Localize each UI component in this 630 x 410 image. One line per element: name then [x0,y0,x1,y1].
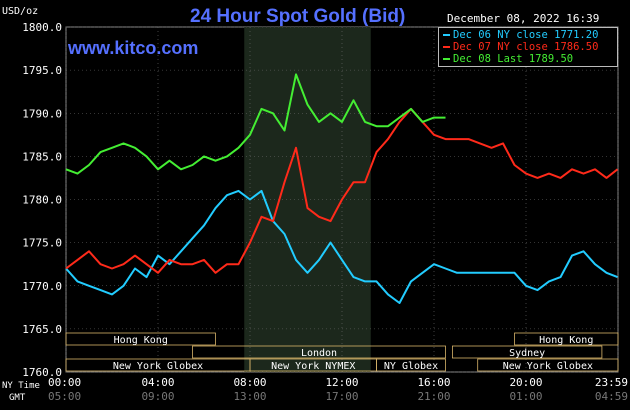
market-session-label: New York NYMEX [271,361,355,372]
y-tick-label: 1795.0 [22,64,62,77]
market-session: Hong Kong [514,332,619,346]
market-session: Hong Kong [65,332,216,346]
market-session-label: Hong Kong [539,335,593,346]
legend-label: Dec 08 Last 1789.50 [453,53,574,65]
market-session-label: New York Globex [113,361,203,372]
y-tick-label: 1770.0 [22,280,62,293]
market-session-box [376,358,446,372]
y-tick-label: 1790.0 [22,107,62,120]
y-tick-label: 1800.0 [22,21,62,34]
x-tick-label-ny: 20:00 [509,376,542,389]
legend-swatch [443,46,450,48]
x-tick-label-gmt: 04:59 [595,390,628,403]
market-session-box [65,332,216,346]
market-sessions: Hong Kong London New York Globex New York N… [65,332,619,372]
ny-time-label: NY Time [2,381,40,391]
series-line [65,107,619,274]
y-tick-label: 1775.0 [22,237,62,250]
y-tick-label: 1785.0 [22,150,62,163]
x-tick-label-gmt: 09:00 [141,390,174,403]
legend-item: Dec 07 NY close 1786.50 [443,41,613,53]
x-tick-label-gmt: 05:00 [48,390,81,403]
market-session: NY Globex [376,358,446,372]
y-axis: 1760.0 1765.0 1770.0 1775.0 1780.0 1785.0 1790… [22,21,62,379]
legend-item: Dec 06 NY close 1771.20 [443,29,613,41]
market-session-box [514,332,619,346]
y-tick-label: 1765.0 [22,323,62,336]
market-session-label: NY Globex [384,361,438,372]
series-line [65,189,618,304]
market-session-box [477,358,619,372]
series-line [65,73,446,175]
x-tick-label-gmt: 21:00 [417,390,450,403]
y-tick-label: 1780.0 [22,194,62,207]
chart-title: 24 Hour Spot Gold (Bid) [190,6,406,27]
x-tick-label-ny: 12:00 [325,376,358,389]
series-lines [65,73,619,304]
legend-item: Dec 08 Last 1789.50 [443,53,613,65]
y-axis-unit: USD/oz [2,6,39,17]
market-session: London [192,345,446,359]
legend-label: Dec 07 NY close 1786.50 [453,41,599,53]
market-session-label: Sydney [509,348,545,359]
legend: Dec 06 NY close 1771.20 Dec 07 NY close … [438,27,618,67]
x-tick-label-gmt: 01:00 [509,390,542,403]
x-tick-label-gmt: 17:00 [325,390,358,403]
y-tick-label: 1760.0 [22,366,62,379]
x-tick-label-ny: 04:00 [141,376,174,389]
x-tick-label-gmt: 13:00 [233,390,266,403]
date-stamp: December 08, 2022 16:39 [447,12,600,25]
gmt-label: GMT [9,393,26,403]
market-session: Sydney [451,345,603,359]
x-tick-label-ny: 23:59 [595,376,628,389]
x-tick-label-ny: 16:00 [417,376,450,389]
site-link[interactable]: www.kitco.com [68,38,199,58]
nymex-session-highlight [244,27,371,372]
market-session-box [451,345,603,359]
legend-swatch [443,34,450,36]
market-session: New York Globex [477,358,619,372]
market-session-label: New York Globex [503,361,593,372]
legend-swatch [443,58,450,60]
market-session-label: Hong Kong [114,335,168,346]
x-tick-label-ny: 08:00 [233,376,266,389]
legend-label: Dec 06 NY close 1771.20 [453,29,599,41]
market-session-label: London [301,348,337,359]
market-session-box [192,345,446,359]
x-tick-label-ny: 00:00 [48,376,81,389]
